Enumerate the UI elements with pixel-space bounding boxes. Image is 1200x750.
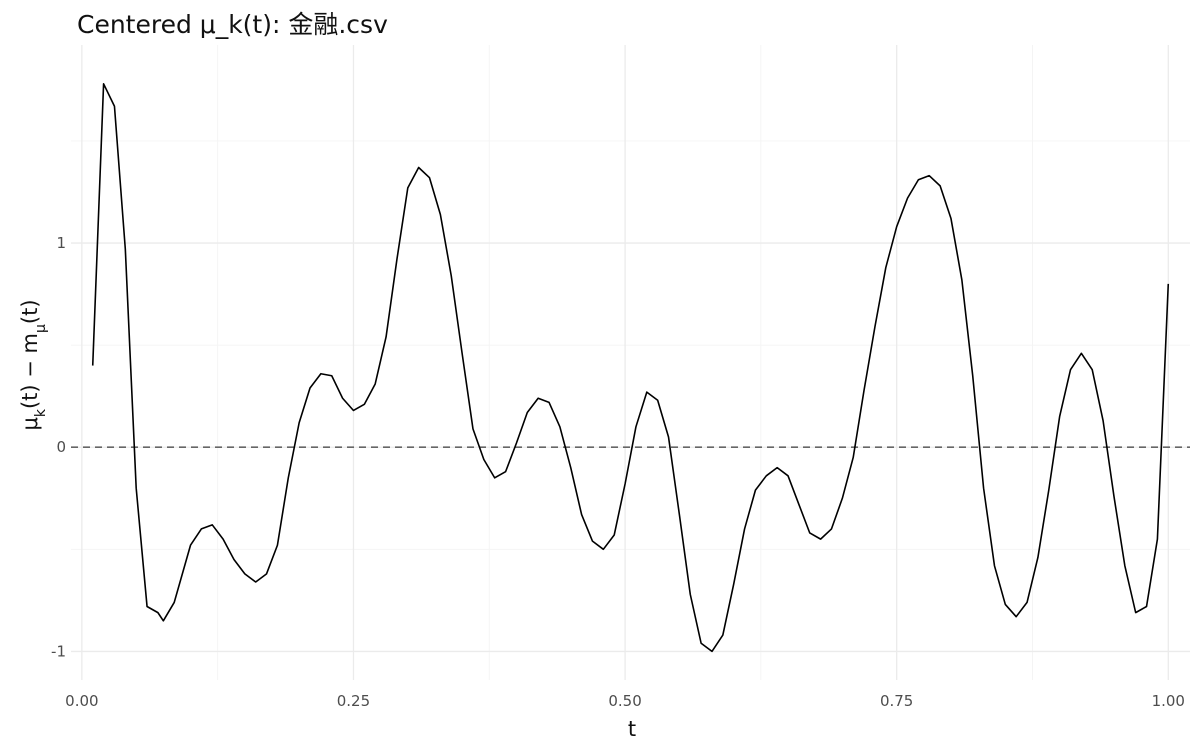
grid (71, 45, 1190, 680)
series-line-0 (91, 82, 1170, 653)
tick-labels: 0.00 0.25 0.50 0.75 1.00 -1 0 1 (51, 234, 1185, 710)
y-tick-label: 0 (56, 438, 66, 456)
series-layer (91, 82, 1170, 653)
y-tick-label: -1 (51, 642, 66, 660)
x-tick-label: 1.00 (1152, 692, 1185, 710)
x-tick-label: 0.75 (880, 692, 913, 710)
y-tick-label: 1 (56, 234, 66, 252)
chart-title: Centered μ_k(t): 金融.csv (77, 10, 388, 39)
x-tick-label: 0.00 (65, 692, 98, 710)
x-axis-title: t (628, 717, 636, 741)
x-tick-label: 0.25 (337, 692, 370, 710)
x-tick-label: 0.50 (608, 692, 641, 710)
y-axis-title: μk(t) − mμ(t) (18, 299, 49, 430)
